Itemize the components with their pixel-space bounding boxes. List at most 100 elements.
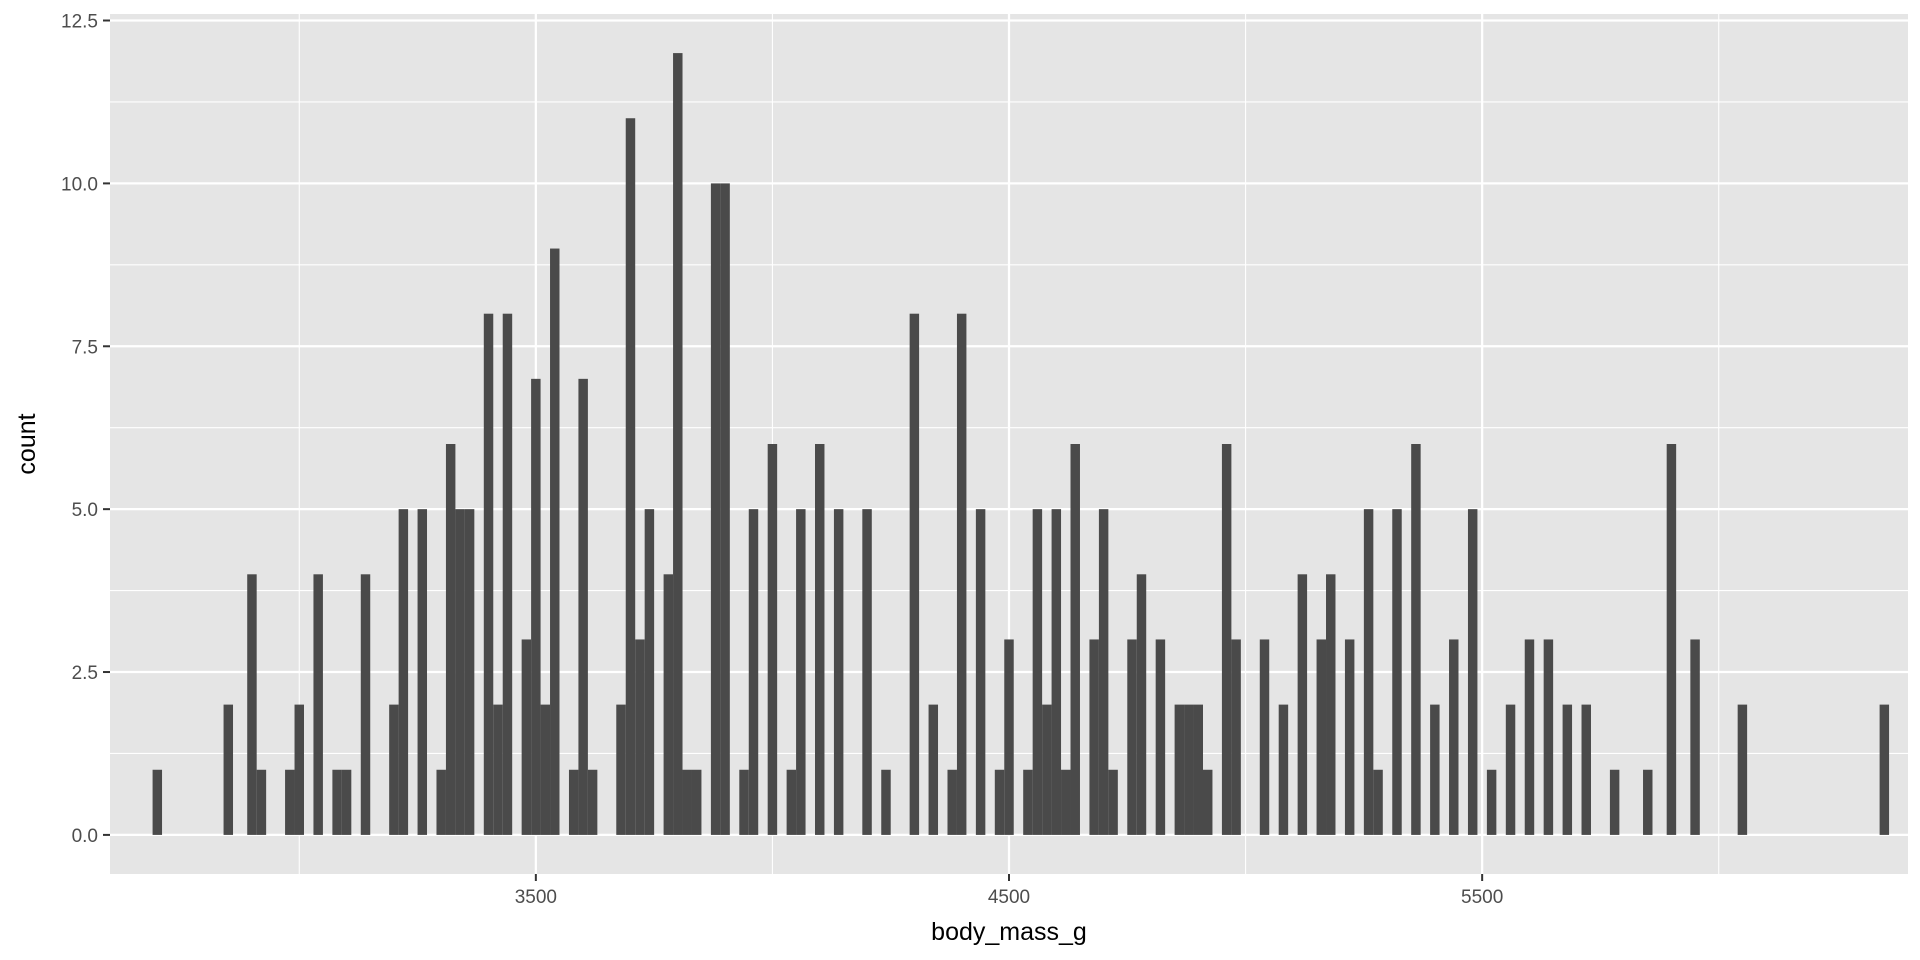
histogram-bar: [223, 704, 234, 835]
x-axis-title: body_mass_g: [931, 918, 1087, 946]
histogram-bar: [635, 639, 645, 835]
histogram-bar: [994, 769, 1005, 835]
histogram-bar: [1690, 639, 1700, 835]
histogram-bar: [1023, 769, 1033, 835]
histogram-bar: [152, 769, 163, 835]
histogram-bar: [550, 248, 560, 835]
histogram-bar: [332, 769, 342, 835]
histogram-bar: [1467, 509, 1478, 835]
histogram-bar: [436, 769, 446, 835]
y-axis: 0.0 2.5 5.0 7.5 10.0 12.5: [61, 12, 110, 847]
histogram-bar: [1643, 769, 1653, 835]
histogram-bar: [578, 378, 588, 835]
histogram-bar: [1259, 639, 1270, 835]
histogram-bar: [862, 509, 872, 835]
histogram-bar: [691, 769, 702, 835]
histogram-bar: [663, 574, 674, 835]
histogram-bar: [1392, 509, 1402, 835]
histogram-bar: [786, 769, 797, 835]
histogram-bar: [1221, 444, 1232, 835]
y-tick-label: 7.5: [72, 337, 98, 358]
histogram-bar: [587, 769, 598, 835]
histogram-bar: [464, 509, 475, 835]
histogram-bar: [1543, 639, 1554, 835]
histogram-bar: [1326, 574, 1336, 835]
histogram-bar: [1127, 639, 1137, 835]
histogram-bar: [483, 313, 494, 835]
histogram-bar: [455, 509, 465, 835]
histogram-bar: [1193, 704, 1203, 835]
x-tick-label: 5500: [1461, 887, 1503, 908]
histogram-bar: [1581, 704, 1591, 835]
histogram-bar: [1363, 509, 1374, 835]
y-tick-label: 0.0: [72, 826, 98, 847]
histogram-bar: [1879, 704, 1890, 835]
histogram-bar: [1562, 704, 1573, 835]
histogram-bar: [256, 769, 267, 835]
histogram-bar: [294, 704, 304, 835]
histogram-bar: [389, 704, 399, 835]
histogram-bar: [502, 313, 513, 835]
histogram-bar: [1737, 704, 1748, 835]
histogram-bar: [417, 509, 428, 835]
histogram-bar: [1486, 769, 1497, 835]
histogram-bar: [748, 509, 759, 835]
x-tick-label: 3500: [515, 887, 557, 908]
histogram-bar: [1666, 444, 1677, 835]
histogram-bar: [1278, 704, 1289, 835]
histogram-bar: [644, 509, 655, 835]
histogram-bar: [568, 769, 579, 835]
histogram-bars: [152, 53, 1890, 835]
histogram-bar: [739, 769, 749, 835]
histogram-bar: [1070, 444, 1080, 835]
histogram-bar: [1174, 704, 1185, 835]
histogram-bar: [1155, 639, 1166, 835]
histogram-bar: [1344, 639, 1355, 835]
histogram-bar: [341, 769, 352, 835]
histogram-bar: [1202, 769, 1213, 835]
histogram-bar: [1032, 509, 1043, 835]
histogram-bar: [1089, 639, 1099, 835]
histogram-bar: [1061, 769, 1071, 835]
y-tick-label: 2.5: [72, 663, 98, 684]
histogram-bar: [1505, 704, 1516, 835]
histogram-bar: [531, 378, 541, 835]
histogram-bar: [1051, 509, 1062, 835]
histogram-bar: [1042, 704, 1052, 835]
histogram-bar: [720, 183, 730, 835]
y-axis-title: count: [13, 413, 41, 474]
x-axis: 3500 4500 5500: [515, 874, 1503, 908]
histogram-bar: [625, 118, 636, 835]
histogram-bar: [1004, 639, 1014, 835]
histogram-bar: [445, 444, 456, 835]
histogram-bar: [947, 769, 957, 835]
histogram-bar: [493, 704, 503, 835]
histogram-bar: [1184, 704, 1194, 835]
histogram-bar: [285, 769, 295, 835]
x-tick-label: 4500: [988, 887, 1030, 908]
histogram-bar: [928, 704, 939, 835]
histogram-bar: [682, 769, 692, 835]
histogram-bar: [956, 313, 967, 835]
histogram-bar: [1316, 639, 1327, 835]
histogram-bar: [1297, 574, 1308, 835]
histogram-bar: [398, 509, 409, 835]
histogram-bar: [1098, 509, 1109, 835]
histogram-bar: [833, 509, 844, 835]
histogram-bar: [1449, 639, 1459, 835]
histogram-bar: [1411, 444, 1421, 835]
y-tick-label: 10.0: [61, 174, 98, 195]
histogram-bar: [247, 574, 257, 835]
histogram-bar: [796, 509, 806, 835]
histogram-bar: [673, 53, 683, 835]
histogram-bar: [1136, 574, 1147, 835]
histogram-bar: [881, 769, 891, 835]
histogram-bar: [360, 574, 371, 835]
histogram-bar: [1108, 769, 1118, 835]
histogram-bar: [909, 313, 920, 835]
histogram-bar: [767, 444, 778, 835]
histogram-bar: [616, 704, 626, 835]
histogram-bar: [1430, 704, 1440, 835]
